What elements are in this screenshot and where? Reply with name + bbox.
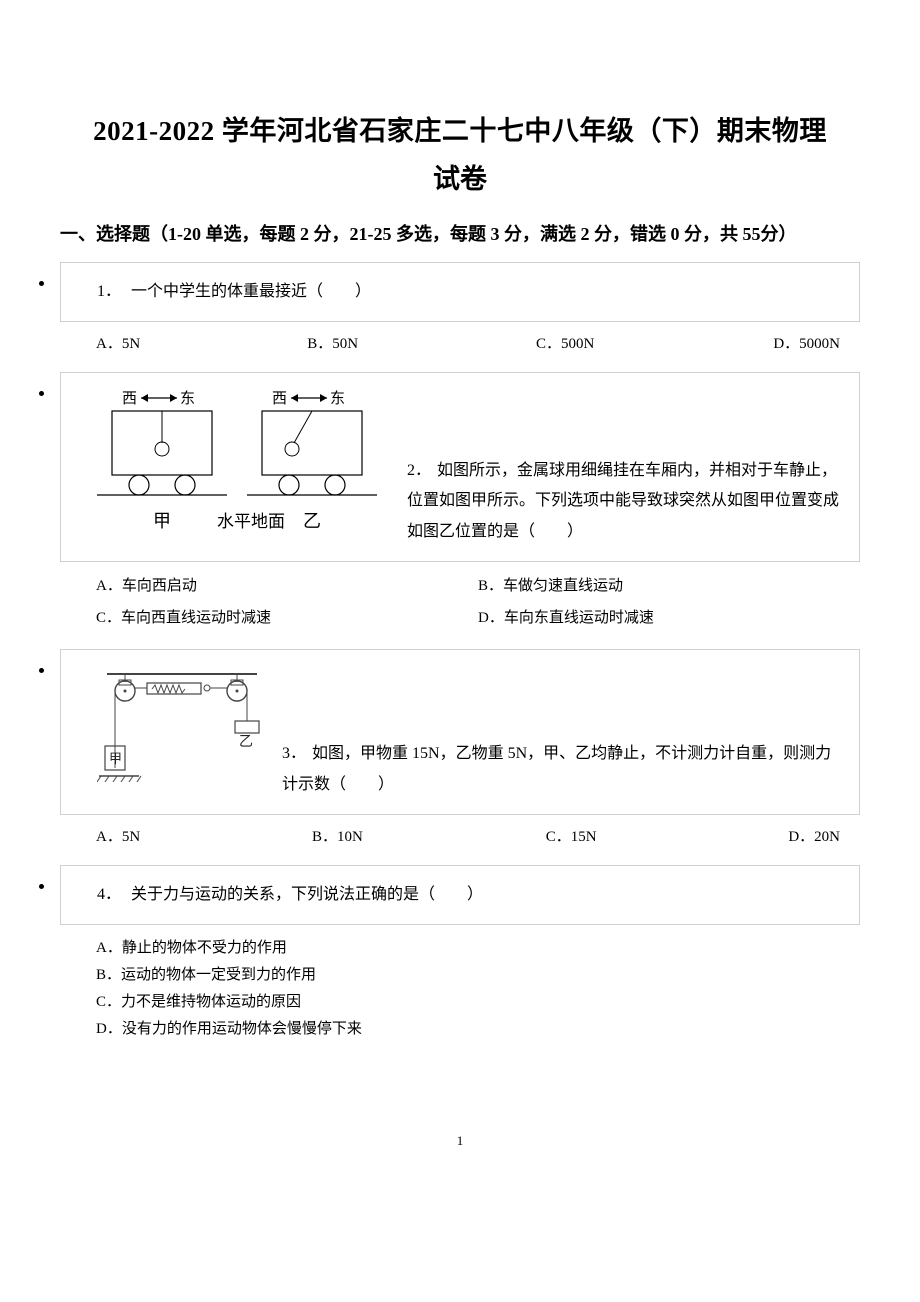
option-c: C．力不是维持物体运动的原因 bbox=[96, 989, 860, 1016]
svg-text:甲: 甲 bbox=[109, 751, 122, 766]
question-1: 1． 一个中学生的体重最接近（ ） bbox=[60, 262, 860, 322]
question-2-options: A．车向西启动 B．车做匀速直线运动 C．车向西直线运动时减速 D．车向东直线运… bbox=[96, 572, 860, 633]
option-b: B．10N bbox=[312, 825, 546, 849]
figure-pulley: 甲 bbox=[97, 666, 262, 796]
label-ground: 水平地面 bbox=[217, 512, 285, 531]
question-3: 甲 bbox=[60, 649, 860, 815]
option-a: A．车向西启动 bbox=[96, 572, 478, 601]
section-header: 一、选择题（1-20 单选，每题 2 分，21-25 多选，每题 3 分，满选 … bbox=[60, 214, 860, 255]
label-yi: 乙 bbox=[303, 511, 321, 531]
option-a: A．静止的物体不受力的作用 bbox=[96, 935, 860, 962]
question-2-number: 2． bbox=[407, 462, 431, 479]
option-d: D．没有力的作用运动物体会慢慢停下来 bbox=[96, 1016, 860, 1043]
question-3-text: 如图，甲物重 15N，乙物重 5N，甲、乙均静止，不计测力计自重，则测力计示数（… bbox=[282, 745, 831, 792]
option-b: B．50N bbox=[307, 332, 536, 356]
option-a: A．5N bbox=[96, 332, 307, 356]
question-4-text: 关于力与运动的关系，下列说法正确的是（ ） bbox=[131, 886, 483, 903]
question-1-text: 一个中学生的体重最接近（ ） bbox=[131, 283, 371, 300]
option-c: C．500N bbox=[536, 332, 773, 356]
option-d: D．车向东直线运动时减速 bbox=[478, 604, 860, 633]
question-2-text: 如图所示，金属球用细绳挂在车厢内，并相对于车静止，位置如图甲所示。下列选项中能导… bbox=[407, 462, 839, 540]
option-c: C．车向西直线运动时减速 bbox=[96, 604, 478, 633]
question-3-number: 3． bbox=[282, 745, 306, 762]
label-east-2: 东 bbox=[330, 390, 345, 407]
label-west-1: 西 bbox=[122, 391, 137, 407]
question-2: 西 东 甲 西 bbox=[60, 372, 860, 562]
svg-text:乙: 乙 bbox=[239, 734, 253, 750]
option-b: B．运动的物体一定受到力的作用 bbox=[96, 962, 860, 989]
title-line-1: 2021-2022 学年河北省石家庄二十七中八年级（下）期末物理 bbox=[60, 110, 860, 153]
bullet-icon bbox=[39, 668, 44, 673]
question-4-options: A．静止的物体不受力的作用 B．运动的物体一定受到力的作用 C．力不是维持物体运… bbox=[96, 935, 860, 1043]
bullet-icon bbox=[39, 281, 44, 286]
question-1-options: A．5N B．50N C．500N D．5000N bbox=[96, 332, 860, 356]
label-east-1: 东 bbox=[180, 390, 195, 407]
title-line-2: 试卷 bbox=[60, 157, 860, 196]
label-jia: 甲 bbox=[153, 511, 171, 531]
option-d: D．20N bbox=[788, 825, 860, 849]
page-number: 1 bbox=[60, 1133, 860, 1149]
question-3-options: A．5N B．10N C．15N D．20N bbox=[96, 825, 860, 849]
label-west-2: 西 bbox=[272, 391, 287, 407]
option-c: C．15N bbox=[546, 825, 789, 849]
bullet-icon bbox=[39, 884, 44, 889]
question-4: 4． 关于力与运动的关系，下列说法正确的是（ ） bbox=[60, 865, 860, 925]
option-d: D．5000N bbox=[773, 332, 860, 356]
question-4-number: 4． bbox=[97, 886, 121, 903]
option-b: B．车做匀速直线运动 bbox=[478, 572, 860, 601]
bullet-icon bbox=[39, 391, 44, 396]
question-1-number: 1． bbox=[97, 283, 121, 300]
option-a: A．5N bbox=[96, 825, 312, 849]
figure-car-pendulum: 西 东 甲 西 bbox=[97, 387, 387, 547]
